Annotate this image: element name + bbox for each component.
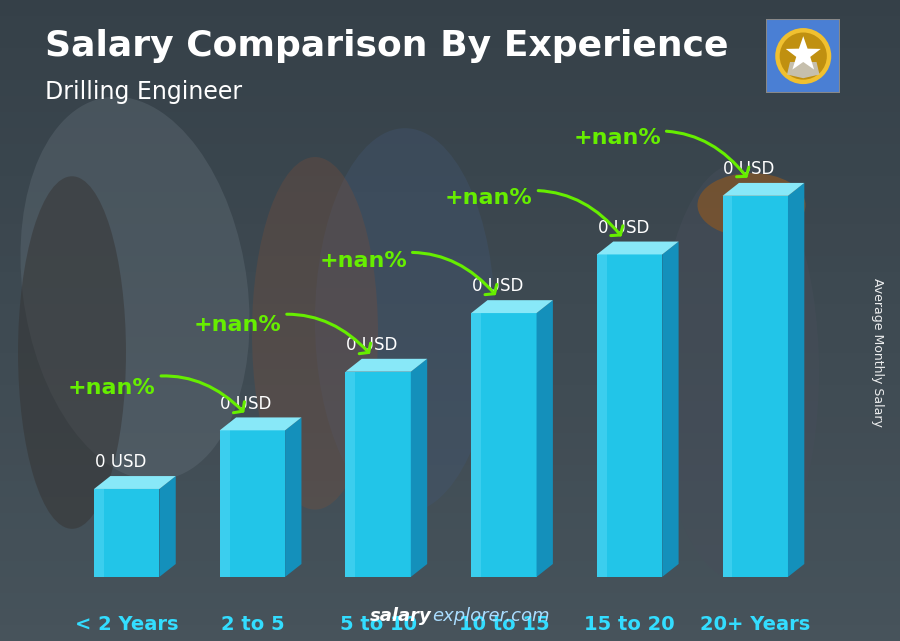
Text: < 2 Years: < 2 Years xyxy=(75,615,178,634)
Polygon shape xyxy=(723,196,733,577)
Text: 0 USD: 0 USD xyxy=(598,219,649,237)
Text: 0 USD: 0 USD xyxy=(724,160,775,178)
Polygon shape xyxy=(346,372,410,577)
Polygon shape xyxy=(662,242,679,577)
Polygon shape xyxy=(346,372,356,577)
Text: 2 to 5: 2 to 5 xyxy=(220,615,284,634)
Polygon shape xyxy=(159,476,176,577)
Text: 0 USD: 0 USD xyxy=(220,395,272,413)
Text: 5 to 10: 5 to 10 xyxy=(339,615,417,634)
Text: 0 USD: 0 USD xyxy=(472,278,523,296)
Text: salary: salary xyxy=(370,607,432,625)
Text: 10 to 15: 10 to 15 xyxy=(458,615,549,634)
Polygon shape xyxy=(94,489,104,577)
Polygon shape xyxy=(786,36,821,69)
Text: explorer.com: explorer.com xyxy=(432,607,550,625)
Polygon shape xyxy=(220,430,285,577)
Text: +nan%: +nan% xyxy=(320,251,497,295)
Text: 20+ Years: 20+ Years xyxy=(700,615,810,634)
Polygon shape xyxy=(472,300,553,313)
Polygon shape xyxy=(346,359,428,372)
Polygon shape xyxy=(723,183,805,196)
Polygon shape xyxy=(723,196,788,577)
Polygon shape xyxy=(285,417,302,577)
Text: 0 USD: 0 USD xyxy=(346,336,398,354)
Text: Salary Comparison By Experience: Salary Comparison By Experience xyxy=(45,29,728,63)
Text: +nan%: +nan% xyxy=(445,188,623,236)
Circle shape xyxy=(779,33,827,79)
Text: +nan%: +nan% xyxy=(194,314,371,354)
Polygon shape xyxy=(94,476,176,489)
Text: +nan%: +nan% xyxy=(68,376,245,413)
Text: +nan%: +nan% xyxy=(573,128,749,177)
Text: Average Monthly Salary: Average Monthly Salary xyxy=(871,278,884,427)
Polygon shape xyxy=(220,430,230,577)
Polygon shape xyxy=(536,300,553,577)
Polygon shape xyxy=(410,359,428,577)
Text: 0 USD: 0 USD xyxy=(94,453,146,471)
Polygon shape xyxy=(788,183,805,577)
Polygon shape xyxy=(472,313,536,577)
Polygon shape xyxy=(787,62,820,78)
Polygon shape xyxy=(597,254,662,577)
Polygon shape xyxy=(597,254,607,577)
Polygon shape xyxy=(94,489,159,577)
Polygon shape xyxy=(220,417,302,430)
Polygon shape xyxy=(597,242,679,254)
Text: Drilling Engineer: Drilling Engineer xyxy=(45,80,242,104)
Polygon shape xyxy=(472,313,481,577)
Text: 15 to 20: 15 to 20 xyxy=(584,615,675,634)
Circle shape xyxy=(775,28,832,84)
